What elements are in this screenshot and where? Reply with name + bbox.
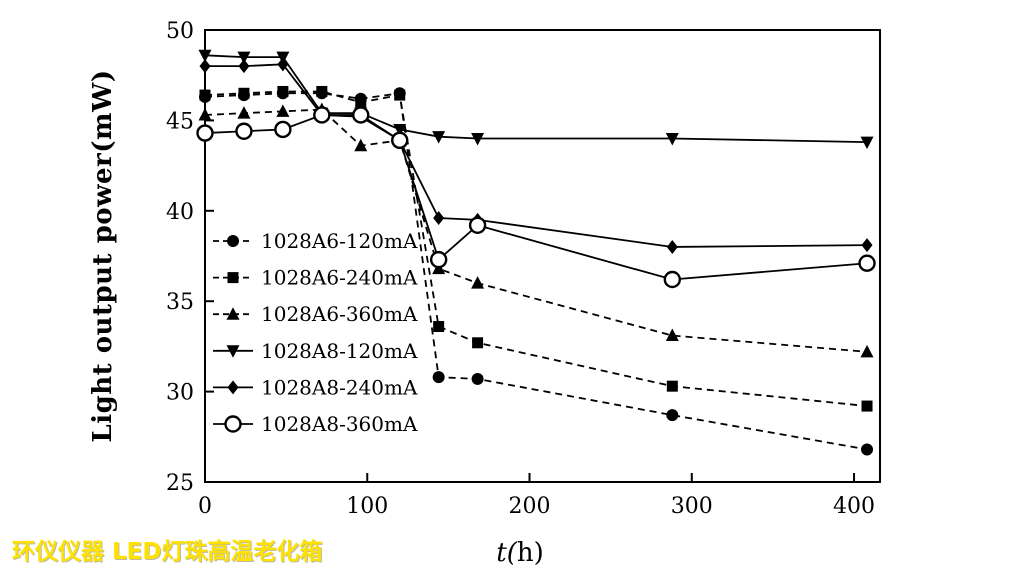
triangle-up-marker-icon — [276, 104, 290, 117]
y-axis-title: Light output power(mW) — [88, 69, 118, 443]
y-tick-label: 45 — [166, 109, 194, 134]
open-circle-marker-icon — [468, 216, 487, 234]
triangle-up-marker-icon — [198, 107, 212, 121]
y-tick-label: 35 — [166, 290, 194, 315]
triangle-up-marker-icon — [354, 138, 368, 152]
square-marker-icon — [316, 85, 328, 97]
open-circle-marker-icon — [352, 106, 370, 124]
legend-label: 1028A8-240mA — [261, 375, 418, 399]
circle-marker-icon — [666, 409, 679, 422]
x-tick-label: 100 — [346, 494, 388, 519]
triangle-up-marker-icon — [226, 307, 240, 320]
open-circle-marker-icon — [429, 250, 448, 269]
y-tick-label: 25 — [166, 471, 194, 496]
triangle-down-marker-icon — [432, 131, 446, 144]
triangle-down-marker-icon — [198, 49, 212, 63]
square-marker-icon — [277, 85, 289, 97]
watermark-text: 环仪仪器 LED灯珠高温老化箱 — [12, 539, 323, 565]
circle-marker-icon — [471, 372, 484, 385]
triangle-up-marker-icon — [665, 328, 679, 342]
diamond-marker-icon — [199, 59, 211, 74]
y-tick-label: 30 — [166, 381, 194, 406]
diamond-marker-icon — [666, 239, 678, 254]
triangle-up-marker-icon — [237, 106, 251, 119]
open-circle-marker-icon — [274, 120, 292, 139]
square-marker-icon — [394, 89, 406, 101]
open-circle-marker-icon — [313, 106, 331, 124]
diamond-marker-icon — [861, 238, 873, 253]
x-tick-label: 400 — [833, 494, 875, 519]
triangle-down-marker-icon — [226, 345, 240, 358]
triangle-down-marker-icon — [860, 136, 874, 150]
legend-label: 1028A8-120mA — [261, 339, 418, 363]
diamond-marker-icon — [433, 211, 445, 226]
legend-label: 1028A6-240mA — [261, 266, 418, 290]
series-line-1028A8-360mA — [204, 114, 868, 281]
square-marker-icon — [227, 272, 239, 284]
square-marker-icon — [861, 400, 873, 412]
triangle-up-marker-icon — [471, 276, 485, 289]
circle-marker-icon — [432, 371, 445, 384]
series-line-1028A6-360mA — [204, 108, 868, 353]
square-marker-icon — [199, 89, 211, 101]
legend-label: 1028A6-360mA — [261, 302, 418, 326]
diamond-marker-icon — [238, 59, 250, 74]
series-line-1028A8-240mA — [205, 63, 868, 248]
series-line-1028A8-120mA — [204, 54, 868, 143]
square-marker-icon — [355, 96, 367, 108]
y-tick-label: 40 — [166, 200, 194, 225]
square-marker-icon — [472, 337, 484, 349]
x-tick-label: 200 — [509, 494, 551, 519]
x-tick-label: 300 — [671, 494, 713, 519]
open-circle-marker-icon — [235, 122, 253, 140]
open-circle-marker-icon — [224, 415, 242, 433]
legend-label: 1028A6-120mA — [261, 229, 418, 253]
x-axis-title: t(h) — [496, 538, 544, 568]
circle-marker-icon — [861, 443, 874, 456]
triangle-down-marker-icon — [471, 132, 485, 146]
triangle-up-marker-icon — [860, 344, 874, 358]
diamond-marker-icon — [227, 380, 239, 395]
square-marker-icon — [666, 380, 678, 392]
open-circle-marker-icon — [196, 124, 214, 142]
plot-frame — [204, 29, 881, 483]
square-marker-icon — [238, 87, 250, 99]
x-tick-label: 0 — [198, 494, 212, 519]
triangle-down-marker-icon — [665, 132, 679, 146]
square-marker-icon — [433, 321, 445, 333]
triangle-down-marker-icon — [237, 51, 251, 65]
open-circle-marker-icon — [663, 270, 682, 289]
open-circle-marker-icon — [391, 131, 409, 149]
triangle-down-marker-icon — [393, 123, 407, 137]
open-circle-marker-icon — [858, 254, 876, 272]
diamond-marker-icon — [277, 57, 289, 72]
legend-label: 1028A8-360mA — [261, 412, 418, 436]
y-tick-label: 50 — [166, 19, 194, 44]
circle-marker-icon — [227, 235, 239, 247]
